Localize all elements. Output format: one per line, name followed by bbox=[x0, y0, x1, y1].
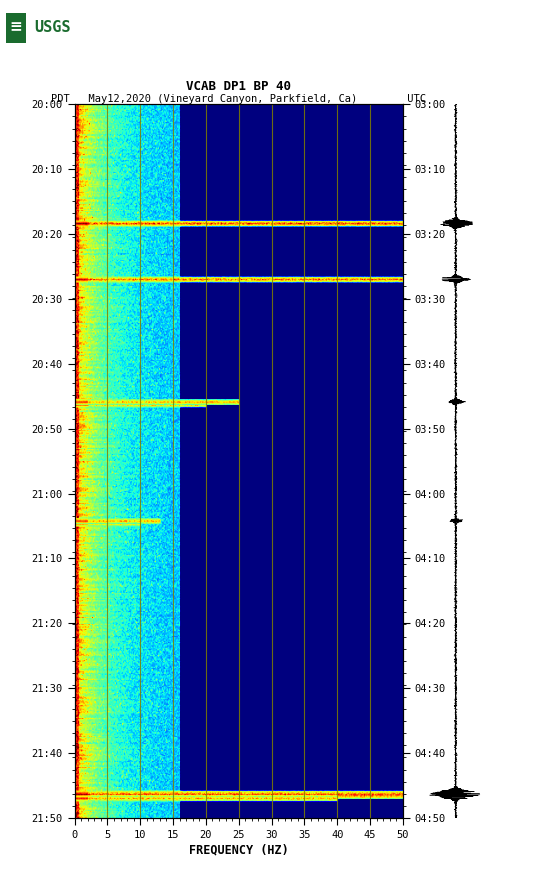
X-axis label: FREQUENCY (HZ): FREQUENCY (HZ) bbox=[189, 844, 289, 857]
Text: VCAB DP1 BP 40: VCAB DP1 BP 40 bbox=[186, 79, 291, 93]
Text: USGS: USGS bbox=[34, 21, 71, 35]
Text: ≡: ≡ bbox=[9, 20, 22, 34]
Bar bbox=[6, 12, 25, 43]
Text: PDT   May12,2020 (Vineyard Canyon, Parkfield, Ca)        UTC: PDT May12,2020 (Vineyard Canyon, Parkfie… bbox=[51, 95, 426, 104]
